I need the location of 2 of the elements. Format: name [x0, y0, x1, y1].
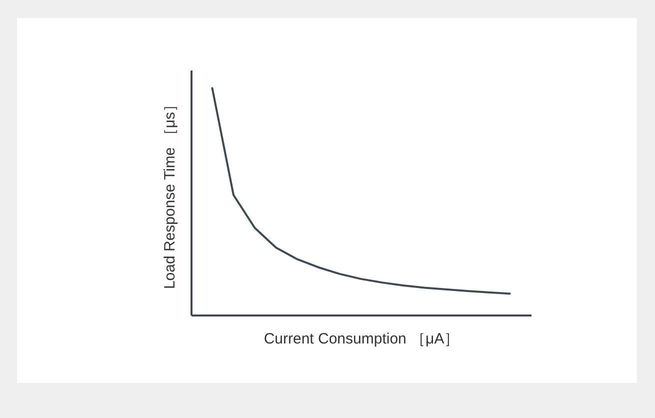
x-axis-title: Current Consumption ［μA］ [264, 330, 460, 348]
y-axis-title: Load Response Time ［μs］ [162, 96, 178, 290]
